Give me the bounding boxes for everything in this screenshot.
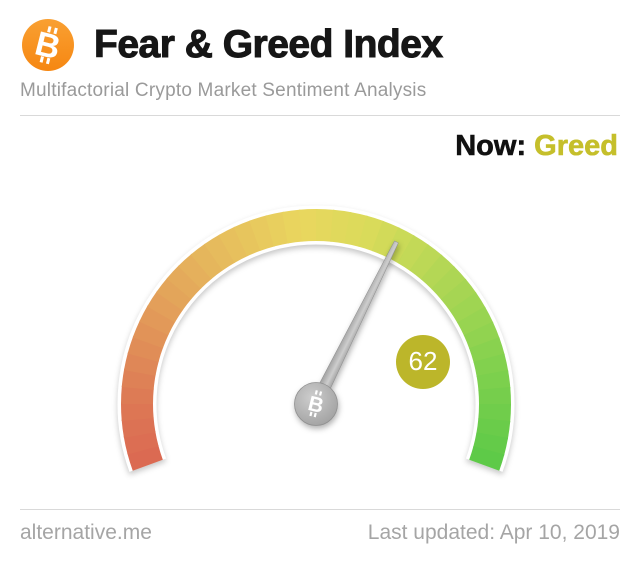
page-title: Fear & Greed Index (94, 23, 444, 67)
last-updated-text: Last updated: Apr 10, 2019 (367, 520, 620, 544)
header: B Fear & Greed Index (0, 0, 640, 73)
current-status: Now: Greed (0, 116, 640, 163)
bitcoin-hub-icon: B (306, 390, 326, 418)
svg-text:B: B (306, 392, 326, 418)
gauge-value-badge: 62 (396, 334, 450, 389)
gauge-section: 62 B (0, 169, 640, 509)
footer-divider (20, 508, 620, 510)
bitcoin-icon: B (22, 19, 74, 71)
header-divider (20, 115, 620, 116)
footer: alternative.me Last updated: Apr 10, 201… (0, 510, 640, 545)
now-classification: Greed (534, 130, 618, 163)
now-label: Now: (455, 130, 527, 163)
site-link[interactable]: alternative.me (20, 520, 152, 544)
sentiment-gauge: B (117, 205, 515, 472)
page-subtitle: Multifactorial Crypto Market Sentiment A… (20, 80, 427, 101)
